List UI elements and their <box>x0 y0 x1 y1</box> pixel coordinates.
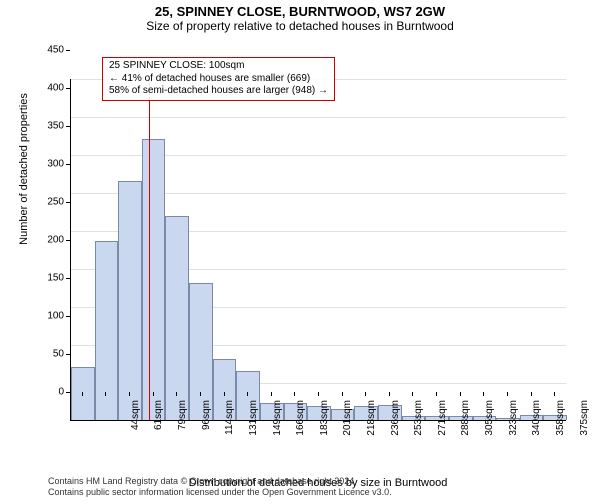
xtick-mark <box>247 392 248 396</box>
xtick-label: 131sqm <box>248 400 259 450</box>
ytick-mark <box>66 88 70 89</box>
ytick-mark <box>66 126 70 127</box>
ytick-mark <box>66 354 70 355</box>
xtick-mark <box>460 392 461 396</box>
ytick-label: 300 <box>34 159 64 170</box>
xtick-mark <box>365 392 366 396</box>
histogram-bar <box>71 367 95 420</box>
xtick-label: 288sqm <box>460 400 471 450</box>
xtick-mark <box>412 392 413 396</box>
histogram-bar <box>118 181 142 420</box>
xtick-mark <box>271 392 272 396</box>
xtick-label: 305sqm <box>484 400 495 450</box>
xtick-mark <box>342 392 343 396</box>
ytick-label: 200 <box>34 235 64 246</box>
xtick-label: 96sqm <box>201 400 212 450</box>
histogram-bar <box>165 216 189 420</box>
ytick-label: 150 <box>34 273 64 284</box>
xtick-label: 166sqm <box>295 400 306 450</box>
xtick-mark <box>436 392 437 396</box>
ytick-label: 250 <box>34 197 64 208</box>
ytick-mark <box>66 50 70 51</box>
xtick-mark <box>531 392 532 396</box>
ytick-mark <box>66 316 70 317</box>
y-axis-label: Number of detached properties <box>18 0 30 340</box>
xtick-mark <box>129 392 130 396</box>
page-title: 25, SPINNEY CLOSE, BURNTWOOD, WS7 2GW <box>0 4 600 19</box>
xtick-mark <box>105 392 106 396</box>
ytick-label: 400 <box>34 83 64 94</box>
xtick-mark <box>483 392 484 396</box>
xtick-mark <box>153 392 154 396</box>
xtick-label: 114sqm <box>224 400 235 450</box>
xtick-label: 375sqm <box>579 400 590 450</box>
xtick-label: 201sqm <box>342 400 353 450</box>
ytick-mark <box>66 278 70 279</box>
page-subtitle: Size of property relative to detached ho… <box>0 19 600 33</box>
histogram-bar <box>142 139 166 420</box>
xtick-label: 183sqm <box>319 400 330 450</box>
xtick-label: 44sqm <box>130 400 141 450</box>
xtick-mark <box>389 392 390 396</box>
ytick-label: 50 <box>34 349 64 360</box>
xtick-label: 271sqm <box>437 400 448 450</box>
gridline <box>71 117 566 118</box>
xtick-label: 340sqm <box>531 400 542 450</box>
footer-attribution: Contains HM Land Registry data © Crown c… <box>48 476 392 499</box>
callout-box: 25 SPINNEY CLOSE: 100sqm← 41% of detache… <box>102 57 335 101</box>
xtick-mark <box>82 392 83 396</box>
xtick-label: 149sqm <box>272 400 283 450</box>
xtick-label: 61sqm <box>153 400 164 450</box>
xtick-mark <box>176 392 177 396</box>
footer-line: Contains public sector information licen… <box>48 487 392 498</box>
xtick-mark <box>200 392 201 396</box>
ytick-label: 100 <box>34 311 64 322</box>
xtick-mark <box>224 392 225 396</box>
ytick-mark <box>66 392 70 393</box>
xtick-label: 79sqm <box>177 400 188 450</box>
xtick-label: 323sqm <box>508 400 519 450</box>
xtick-mark <box>294 392 295 396</box>
callout-line: 25 SPINNEY CLOSE: 100sqm <box>109 60 328 73</box>
xtick-mark <box>318 392 319 396</box>
ytick-mark <box>66 164 70 165</box>
xtick-label: 236sqm <box>390 400 401 450</box>
property-marker-line <box>149 79 150 420</box>
ytick-mark <box>66 202 70 203</box>
xtick-mark <box>507 392 508 396</box>
xtick-label: 358sqm <box>555 400 566 450</box>
xtick-label: 218sqm <box>366 400 377 450</box>
callout-line: 58% of semi-detached houses are larger (… <box>109 85 328 98</box>
ytick-label: 350 <box>34 121 64 132</box>
callout-line: ← 41% of detached houses are smaller (66… <box>109 73 328 86</box>
plot-area <box>70 79 566 421</box>
ytick-mark <box>66 240 70 241</box>
ytick-label: 450 <box>34 45 64 56</box>
xtick-label: 253sqm <box>413 400 424 450</box>
footer-line: Contains HM Land Registry data © Crown c… <box>48 476 392 487</box>
xtick-mark <box>554 392 555 396</box>
ytick-label: 0 <box>34 387 64 398</box>
